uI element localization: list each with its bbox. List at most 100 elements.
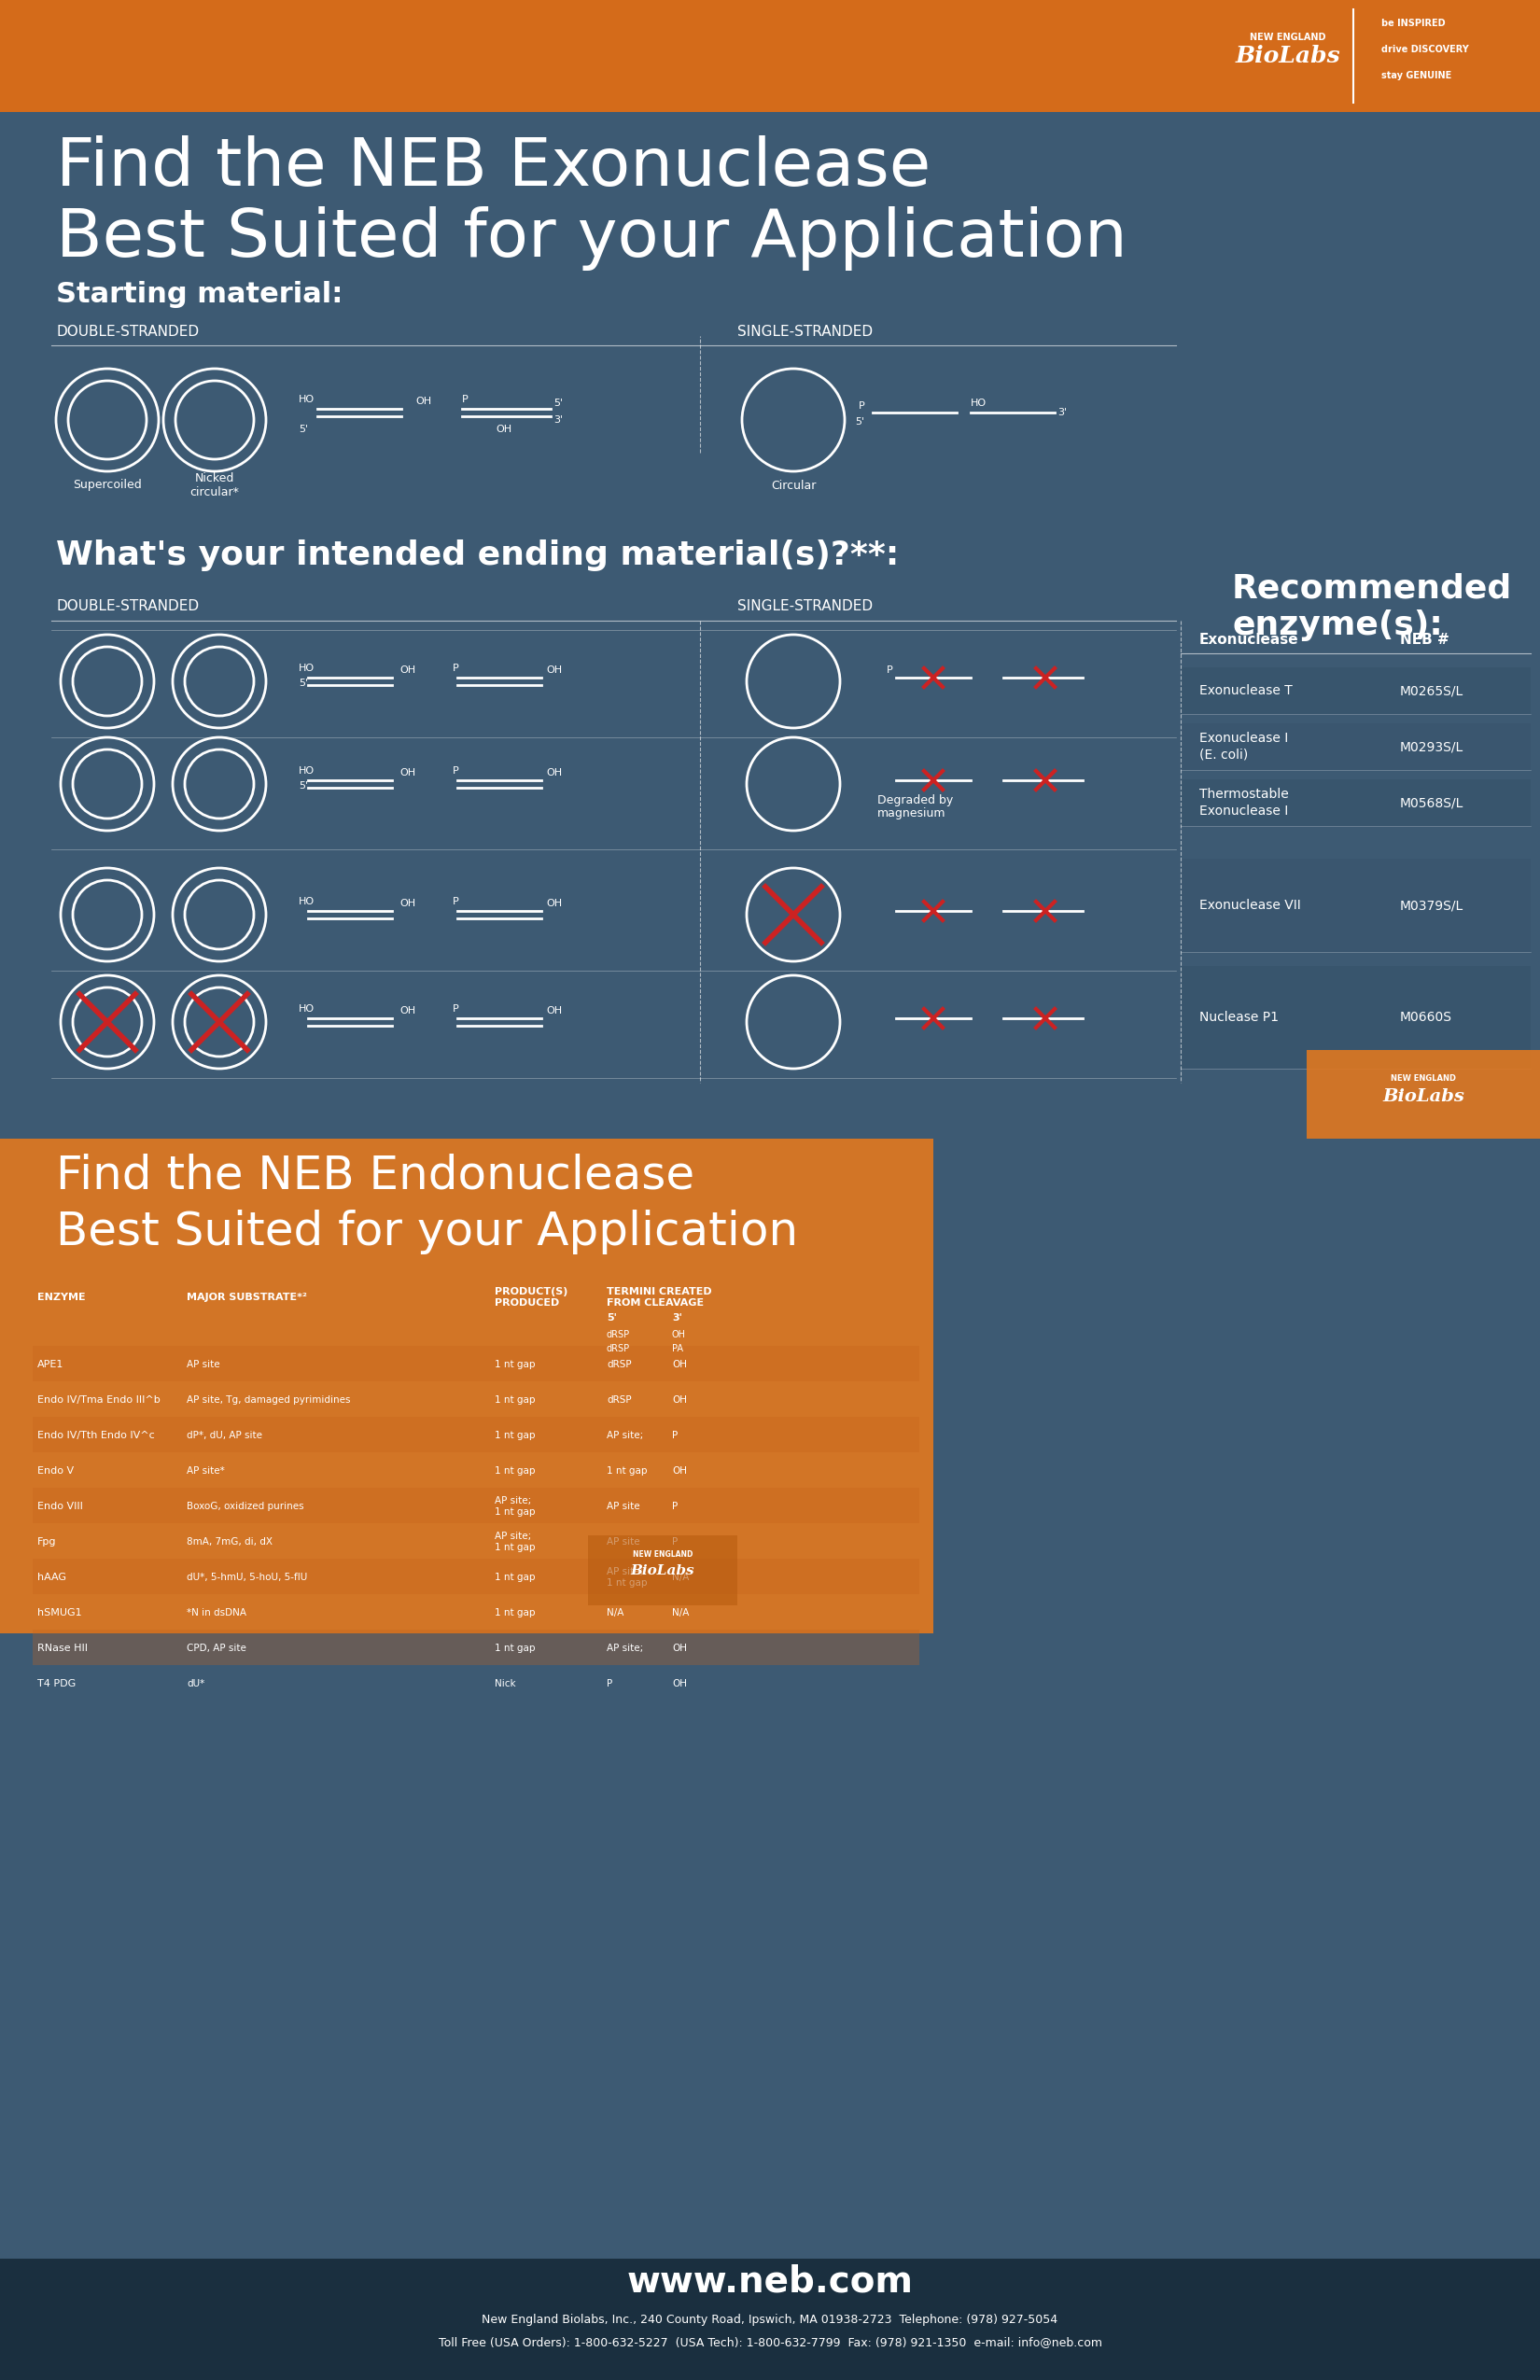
Bar (588, 1535, 738, 1606)
Text: OH: OH (671, 1466, 687, 1476)
Bar (32, 1559, 919, 1595)
Text: APE1: APE1 (37, 1359, 63, 1368)
Text: OH: OH (399, 900, 416, 909)
Text: OH: OH (399, 769, 416, 778)
Text: OH: OH (671, 1395, 687, 1404)
Text: OH: OH (399, 1007, 416, 1016)
Text: *N in dsDNA: *N in dsDNA (186, 1609, 246, 1618)
Text: 1 nt gap: 1 nt gap (494, 1395, 536, 1404)
Text: AP site;: AP site; (607, 1430, 644, 1440)
Text: New England Biolabs, Inc., 240 County Road, Ipswich, MA 01938-2723  Telephone: (: New England Biolabs, Inc., 240 County Ro… (482, 2313, 1058, 2325)
Text: P: P (453, 1004, 459, 1014)
Text: T4 PDG: T4 PDG (37, 1678, 75, 1687)
Text: N/A: N/A (607, 1609, 624, 1618)
Text: PRODUCT(S)
PRODUCED: PRODUCT(S) PRODUCED (494, 1288, 568, 1307)
Bar (1181, 778, 1531, 826)
Text: 5': 5' (299, 424, 308, 433)
Text: 3': 3' (1058, 407, 1067, 416)
Text: NEW ENGLAND: NEW ENGLAND (1250, 33, 1326, 43)
Text: HO: HO (299, 664, 314, 674)
Text: What's your intended ending material(s)?**:: What's your intended ending material(s)?… (55, 540, 899, 571)
Text: BioLabs: BioLabs (1235, 45, 1341, 67)
Text: 5': 5' (299, 678, 308, 688)
Text: TERMINI CREATED
FROM CLEAVAGE: TERMINI CREATED FROM CLEAVAGE (607, 1288, 711, 1307)
Bar (32, 1630, 919, 1666)
Text: Nuclease P1: Nuclease P1 (1200, 1012, 1278, 1023)
Text: AP site, Tg, damaged pyrimidines: AP site, Tg, damaged pyrimidines (186, 1395, 351, 1404)
Text: P: P (671, 1502, 678, 1511)
Text: 5': 5' (855, 416, 864, 426)
Text: BioLabs: BioLabs (631, 1564, 695, 1578)
Text: OH: OH (547, 769, 562, 778)
Text: AP site;
1 nt gap: AP site; 1 nt gap (607, 1568, 647, 1587)
Text: NEB #: NEB # (1400, 633, 1449, 647)
Bar (1181, 859, 1531, 952)
Bar (0, 2259, 1540, 2380)
Text: OH: OH (496, 424, 511, 433)
Text: P: P (453, 766, 459, 776)
Text: dP*, dU, AP site: dP*, dU, AP site (186, 1430, 262, 1440)
Text: 5': 5' (607, 1314, 618, 1323)
Text: dRSP: dRSP (607, 1359, 631, 1368)
Bar (32, 1416, 919, 1452)
Text: OH: OH (547, 666, 562, 676)
Text: magnesium: magnesium (878, 807, 946, 821)
Bar (32, 1345, 919, 1380)
Bar (1181, 966, 1531, 1069)
Text: hAAG: hAAG (37, 1573, 66, 1583)
Bar (1181, 724, 1531, 771)
Text: 3': 3' (553, 416, 564, 424)
Text: dRSP: dRSP (607, 1395, 631, 1404)
Text: P: P (607, 1678, 613, 1687)
Text: dU*: dU* (186, 1678, 205, 1687)
Text: Starting material:: Starting material: (55, 281, 343, 307)
Text: OH: OH (399, 666, 416, 676)
Text: 3': 3' (671, 1314, 682, 1323)
Text: HO: HO (299, 395, 314, 405)
Text: 1 nt gap: 1 nt gap (494, 1573, 536, 1583)
Text: dU*, 5-hmU, 5-hoU, 5-flU: dU*, 5-hmU, 5-hoU, 5-flU (186, 1573, 308, 1583)
Text: 1 nt gap: 1 nt gap (494, 1359, 536, 1368)
Text: P: P (453, 897, 459, 907)
Text: Endo V: Endo V (37, 1466, 74, 1476)
Text: P: P (887, 666, 893, 676)
Text: AP site;: AP site; (607, 1645, 644, 1654)
Text: P: P (859, 402, 865, 412)
Text: N/A: N/A (671, 1609, 690, 1618)
Bar (32, 1488, 919, 1523)
Text: OH: OH (671, 1678, 687, 1687)
Text: OH: OH (671, 1645, 687, 1654)
Text: CPD, AP site: CPD, AP site (186, 1645, 246, 1654)
Text: Fpg: Fpg (37, 1537, 57, 1547)
Text: 5': 5' (553, 397, 564, 407)
Text: 1 nt gap: 1 nt gap (494, 1609, 536, 1618)
Text: M0265S/L: M0265S/L (1400, 683, 1463, 697)
Text: OH: OH (547, 1007, 562, 1016)
Text: P: P (671, 1430, 678, 1440)
Text: 1 nt gap: 1 nt gap (494, 1430, 536, 1440)
Text: HO: HO (299, 1004, 314, 1014)
Text: Thermostable
Exonuclease I: Thermostable Exonuclease I (1200, 788, 1289, 816)
Text: AP site*: AP site* (186, 1466, 225, 1476)
Text: MAJOR SUBSTRATE*²: MAJOR SUBSTRATE*² (186, 1292, 306, 1302)
Text: Endo IV/Tma Endo III^b: Endo IV/Tma Endo III^b (37, 1395, 160, 1404)
Text: HO: HO (299, 897, 314, 907)
Text: Nicked
circular*: Nicked circular* (189, 471, 239, 497)
Text: RNase HII: RNase HII (37, 1645, 88, 1654)
Text: 1 nt gap: 1 nt gap (607, 1466, 647, 1476)
Text: N/A: N/A (671, 1573, 690, 1583)
Text: dRSP: dRSP (607, 1345, 630, 1354)
Text: Exonuclease T: Exonuclease T (1200, 683, 1292, 697)
Text: Exonuclease VII: Exonuclease VII (1200, 900, 1301, 912)
Bar (1181, 666, 1531, 714)
Text: 1 nt gap: 1 nt gap (494, 1466, 536, 1476)
Text: Find the NEB Endonuclease: Find the NEB Endonuclease (55, 1154, 695, 1200)
Text: 8mA, 7mG, di, dX: 8mA, 7mG, di, dX (186, 1537, 273, 1547)
Text: SINGLE-STRANDED: SINGLE-STRANDED (738, 600, 873, 614)
Text: DOUBLE-STRANDED: DOUBLE-STRANDED (55, 324, 199, 338)
Text: Best Suited for your Application: Best Suited for your Application (55, 1209, 798, 1254)
Bar (0, 1138, 933, 1633)
Text: HO: HO (970, 397, 987, 407)
Text: BoxoG, oxidized purines: BoxoG, oxidized purines (186, 1502, 303, 1511)
Text: OH: OH (416, 397, 431, 407)
